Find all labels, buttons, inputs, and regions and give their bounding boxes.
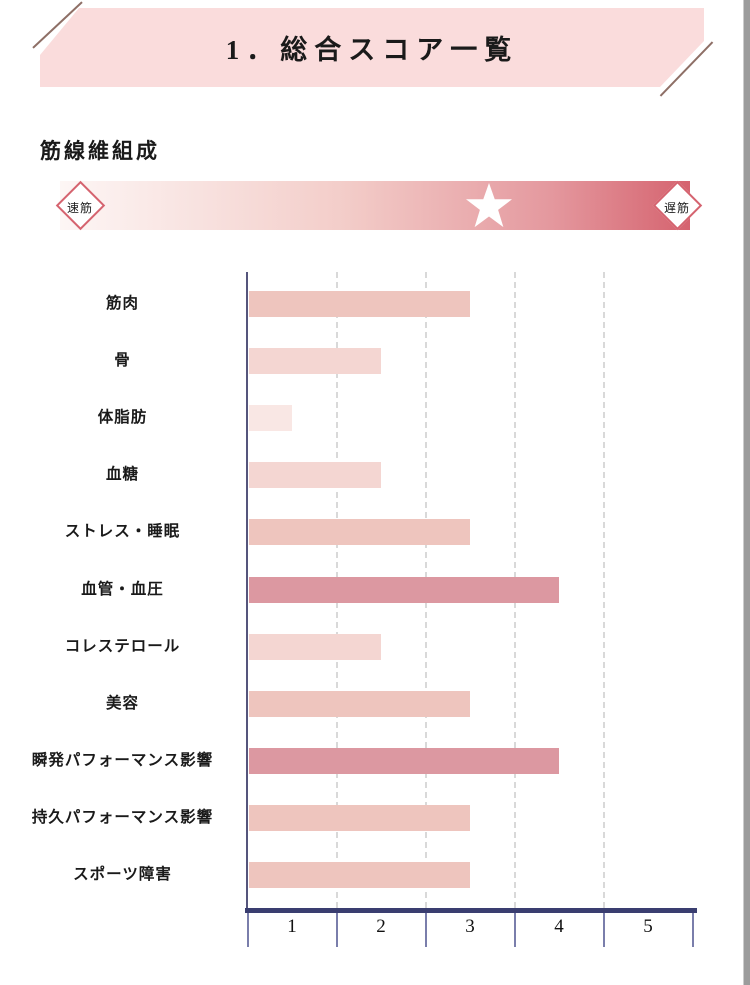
page-title: 1．総合スコア一覧 bbox=[225, 35, 519, 65]
score-bar bbox=[249, 633, 381, 660]
axis-tick bbox=[691, 913, 694, 947]
score-bar bbox=[249, 862, 470, 888]
score-bar bbox=[249, 405, 292, 432]
plot-left-border bbox=[246, 272, 248, 908]
category-label: 筋肉 bbox=[105, 295, 139, 312]
category-label: 体脂肪 bbox=[97, 409, 148, 427]
score-bar bbox=[249, 348, 381, 375]
chart-row: 持久パフォーマンス影響 bbox=[0, 804, 744, 831]
axis-tick bbox=[602, 913, 605, 947]
category-label: 血糖 bbox=[105, 466, 139, 484]
section-banner: 1．総合スコア一覧 bbox=[40, 8, 704, 87]
chart-row: 美容 bbox=[0, 690, 744, 717]
vertical-gridline bbox=[602, 272, 605, 908]
axis-tick-label: 2 bbox=[376, 916, 386, 937]
fiber-section-heading: 筋線維組成 bbox=[40, 139, 160, 163]
page-right-border bbox=[743, 0, 750, 985]
category-label: ストレス・睡眠 bbox=[64, 523, 181, 541]
category-label: 骨 bbox=[114, 352, 131, 370]
slow-twitch-label: 遅筋 bbox=[663, 201, 690, 215]
chart-row: 体脂肪 bbox=[0, 405, 744, 432]
chart-row: 骨 bbox=[0, 348, 744, 375]
chart-row: 筋肉 bbox=[0, 291, 744, 317]
category-label: 血管・血圧 bbox=[81, 580, 164, 598]
chart-row: ストレス・睡眠 bbox=[0, 519, 744, 546]
x-axis-line bbox=[245, 908, 697, 913]
axis-tick-label: 3 bbox=[465, 916, 475, 937]
score-bar bbox=[249, 690, 470, 717]
category-label: 美容 bbox=[105, 694, 139, 712]
axis-tick-label: 5 bbox=[643, 916, 653, 937]
chart-row: コレステロール bbox=[0, 633, 744, 660]
axis-tick bbox=[246, 913, 249, 947]
score-bar bbox=[249, 462, 381, 489]
star-marker-icon bbox=[465, 183, 513, 229]
score-bar bbox=[249, 519, 470, 546]
category-label: コレステロール bbox=[64, 637, 181, 655]
category-label: 持久パフォーマンス影響 bbox=[31, 808, 214, 826]
star-icon bbox=[466, 183, 513, 228]
chart-row: 血糖 bbox=[0, 462, 744, 489]
axis-tick bbox=[513, 913, 516, 947]
axis-tick-label: 1 bbox=[287, 916, 297, 937]
score-bar bbox=[249, 291, 470, 317]
score-bar bbox=[249, 747, 559, 774]
axis-tick bbox=[424, 913, 427, 947]
chart-row: 血管・血圧 bbox=[0, 576, 744, 603]
axis-tick bbox=[335, 913, 338, 947]
axis-tick-label: 4 bbox=[554, 916, 564, 937]
score-bar bbox=[249, 804, 470, 831]
fiber-gradient-bar bbox=[60, 181, 690, 230]
chart-row: スポーツ障害 bbox=[0, 862, 744, 888]
score-bar bbox=[249, 576, 559, 603]
category-label: スポーツ障害 bbox=[73, 866, 172, 883]
fast-twitch-label: 速筋 bbox=[66, 201, 93, 215]
category-label: 瞬発パフォーマンス影響 bbox=[31, 751, 214, 769]
chart-row: 瞬発パフォーマンス影響 bbox=[0, 747, 744, 774]
